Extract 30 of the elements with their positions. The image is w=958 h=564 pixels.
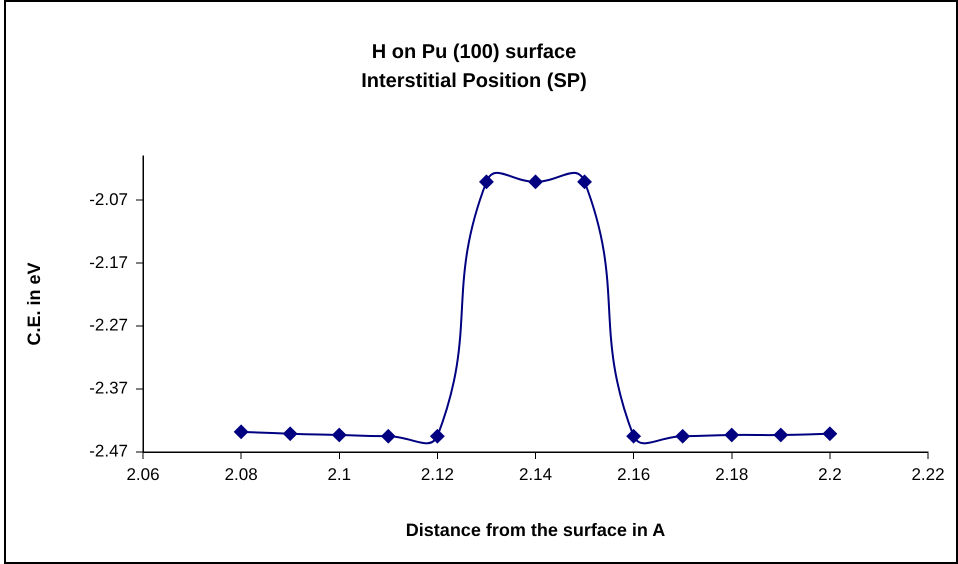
- point: [724, 428, 739, 442]
- y-tick-label: -2.27: [89, 316, 128, 335]
- point: [578, 174, 592, 189]
- x-tick-label: 2.14: [518, 464, 552, 484]
- x-tick-label: 2.06: [126, 464, 160, 484]
- x-tick-label: 2.1: [327, 464, 352, 484]
- y-axis-title: C.E. in eV: [24, 262, 44, 346]
- chart-title: H on Pu (100) surface Interstitial Position (SP): [361, 41, 587, 92]
- x-axis-title: Distance from the surface in A: [406, 520, 666, 540]
- point: [676, 429, 690, 444]
- point: [430, 429, 444, 444]
- y-tick-label: -2.17: [89, 252, 128, 272]
- x-tick-label: 2.18: [715, 464, 748, 484]
- x-tick-label: 2.12: [420, 464, 454, 484]
- y-tick-label: -2.47: [89, 442, 128, 461]
- point: [332, 428, 346, 442]
- y-tick-label: -2.37: [89, 378, 128, 398]
- point: [381, 429, 396, 444]
- point: [234, 424, 248, 439]
- x-tick-label: 2.22: [911, 464, 945, 484]
- point: [626, 429, 641, 444]
- point: [822, 426, 837, 441]
- point: [528, 174, 542, 189]
- y-tick-label: -2.07: [89, 190, 128, 209]
- point: [283, 426, 298, 441]
- x-tick-label: 2.08: [224, 464, 258, 484]
- x-tick-label: 2.2: [818, 464, 842, 484]
- x-tick-label: 2.16: [617, 464, 650, 484]
- point: [479, 174, 494, 189]
- point: [774, 428, 788, 442]
